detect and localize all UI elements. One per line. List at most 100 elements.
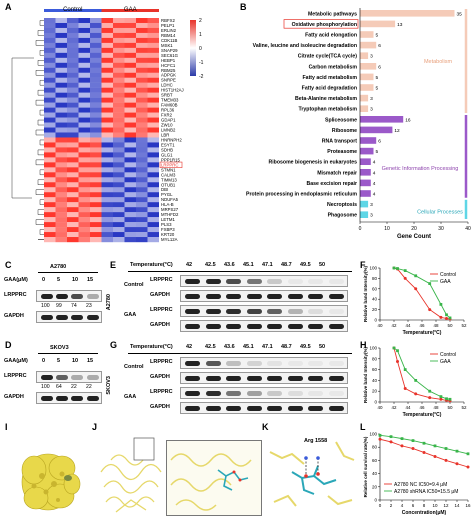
panel-d-dose-label: 0 <box>42 358 46 364</box>
heatmap-cell <box>78 222 90 228</box>
panel-g-band <box>185 391 200 396</box>
heatmap-cell <box>147 167 159 173</box>
y-tick-label: 40 <box>372 378 378 383</box>
heatmap-cell <box>124 152 136 158</box>
gene-label: LMNB2 <box>161 128 176 133</box>
heatmap-cell <box>113 222 125 228</box>
heatmap-cell <box>90 232 102 238</box>
heatmap-cell <box>124 192 136 198</box>
heatmap-cell <box>147 142 159 148</box>
group-label-control: Control <box>63 7 82 13</box>
heatmap-cell <box>90 137 102 143</box>
panel-c-gaa-label: GAA(μM) <box>4 277 28 283</box>
heatmap-cell <box>147 187 159 193</box>
heatmap-cell <box>113 182 125 188</box>
data-point <box>466 465 470 469</box>
data-point <box>448 397 452 401</box>
gene-label: KRT20 <box>161 232 175 237</box>
heatmap-cell <box>44 102 56 108</box>
data-point <box>414 392 418 396</box>
heatmap-cell <box>67 97 79 103</box>
heatmap-cell <box>67 172 79 178</box>
heatmap-cell <box>113 18 125 24</box>
x-tick-label: 12 <box>443 503 449 508</box>
x-tick-label: 4 <box>401 503 404 508</box>
heatmap-cell <box>147 72 159 78</box>
heatmap-cell <box>67 177 79 183</box>
panel-label-d: D <box>5 340 12 350</box>
panel-g-blot-strip <box>180 387 348 399</box>
heatmap-cell <box>55 67 67 73</box>
bar-value-label: 6 <box>378 139 381 145</box>
heatmap-cell <box>78 127 90 133</box>
heatmap-cell <box>55 52 67 59</box>
heatmap-cell <box>90 122 102 128</box>
color-scale-tick: 2 <box>199 18 202 24</box>
category-label: Metabolic pathways <box>308 11 357 17</box>
heatmap-cell <box>136 212 148 218</box>
heatmap-cell <box>113 102 125 108</box>
heatmap-cell <box>55 207 67 213</box>
heatmap-cell <box>67 232 79 238</box>
category-label: Oxidative phosphorylation <box>292 22 357 28</box>
heatmap-cell <box>67 207 79 213</box>
heatmap-cell <box>90 127 102 133</box>
panel-e-blot-strip <box>180 290 348 302</box>
gaa-group-bar <box>101 9 159 12</box>
gene-label: RBFX2 <box>161 18 175 23</box>
heatmap-cell <box>124 102 136 108</box>
heatmap-cell <box>124 22 136 29</box>
heatmap-cell <box>55 77 67 83</box>
panel-label-h: H <box>360 340 367 350</box>
x-tick-label: 52 <box>461 405 467 410</box>
heatmap-cell <box>44 232 56 238</box>
heatmap-cell <box>136 72 148 78</box>
x-tick-label: 46 <box>419 405 425 410</box>
heatmap-cell <box>124 107 136 113</box>
heatmap-cell <box>101 52 113 59</box>
heatmap-cell <box>55 117 67 123</box>
group-label-genetic: Genetic Information Processing <box>382 166 459 172</box>
x-tick-label: 42 <box>391 405 397 410</box>
y-tick-label: 60 <box>372 367 378 372</box>
panel-c-dose-label: 10 <box>72 277 79 283</box>
data-point <box>428 389 432 393</box>
heatmap-cell <box>101 22 113 29</box>
heatmap-cell <box>78 192 90 198</box>
panel-g-band <box>267 391 282 396</box>
enrichment-bar <box>360 52 369 59</box>
heatmap-cell <box>78 227 90 233</box>
data-point <box>444 447 448 450</box>
panel-g-temp-line <box>128 353 352 354</box>
panel-e-temp-value: 45.1 <box>243 262 254 268</box>
heatmap-cell <box>44 177 56 183</box>
heatmap-cell <box>136 142 148 148</box>
panel-g-row-label: GAPDH <box>150 404 170 410</box>
heatmap-cell <box>124 97 136 103</box>
y-tick-label: 0 <box>374 318 377 323</box>
category-label: Proteasome <box>327 149 357 155</box>
heatmap-cell <box>55 37 67 44</box>
heatmap-cell <box>101 112 113 118</box>
heatmap-cell <box>124 227 136 233</box>
x-tick-label: 44 <box>405 323 411 328</box>
heatmap-cell <box>101 217 113 223</box>
bar-value-label: 5 <box>376 75 379 81</box>
panel-g-band <box>246 361 262 366</box>
gene-label: DBI <box>161 187 168 192</box>
heatmap-cell <box>101 167 113 173</box>
heatmap-cell <box>113 207 125 213</box>
panel-e-band <box>246 309 262 314</box>
heatmap-cell <box>44 22 56 29</box>
heatmap-cell <box>44 27 56 34</box>
heatmap-cell <box>124 137 136 143</box>
heatmap-cell <box>147 92 159 98</box>
heatmap-cell <box>78 122 90 128</box>
panel-e-row-label: LRPPRC <box>150 307 173 313</box>
heatmap-cell <box>55 112 67 118</box>
heatmap-cell <box>44 202 56 208</box>
data-point <box>403 387 407 390</box>
panel-g-band <box>328 406 344 411</box>
heatmap-cell <box>101 212 113 218</box>
